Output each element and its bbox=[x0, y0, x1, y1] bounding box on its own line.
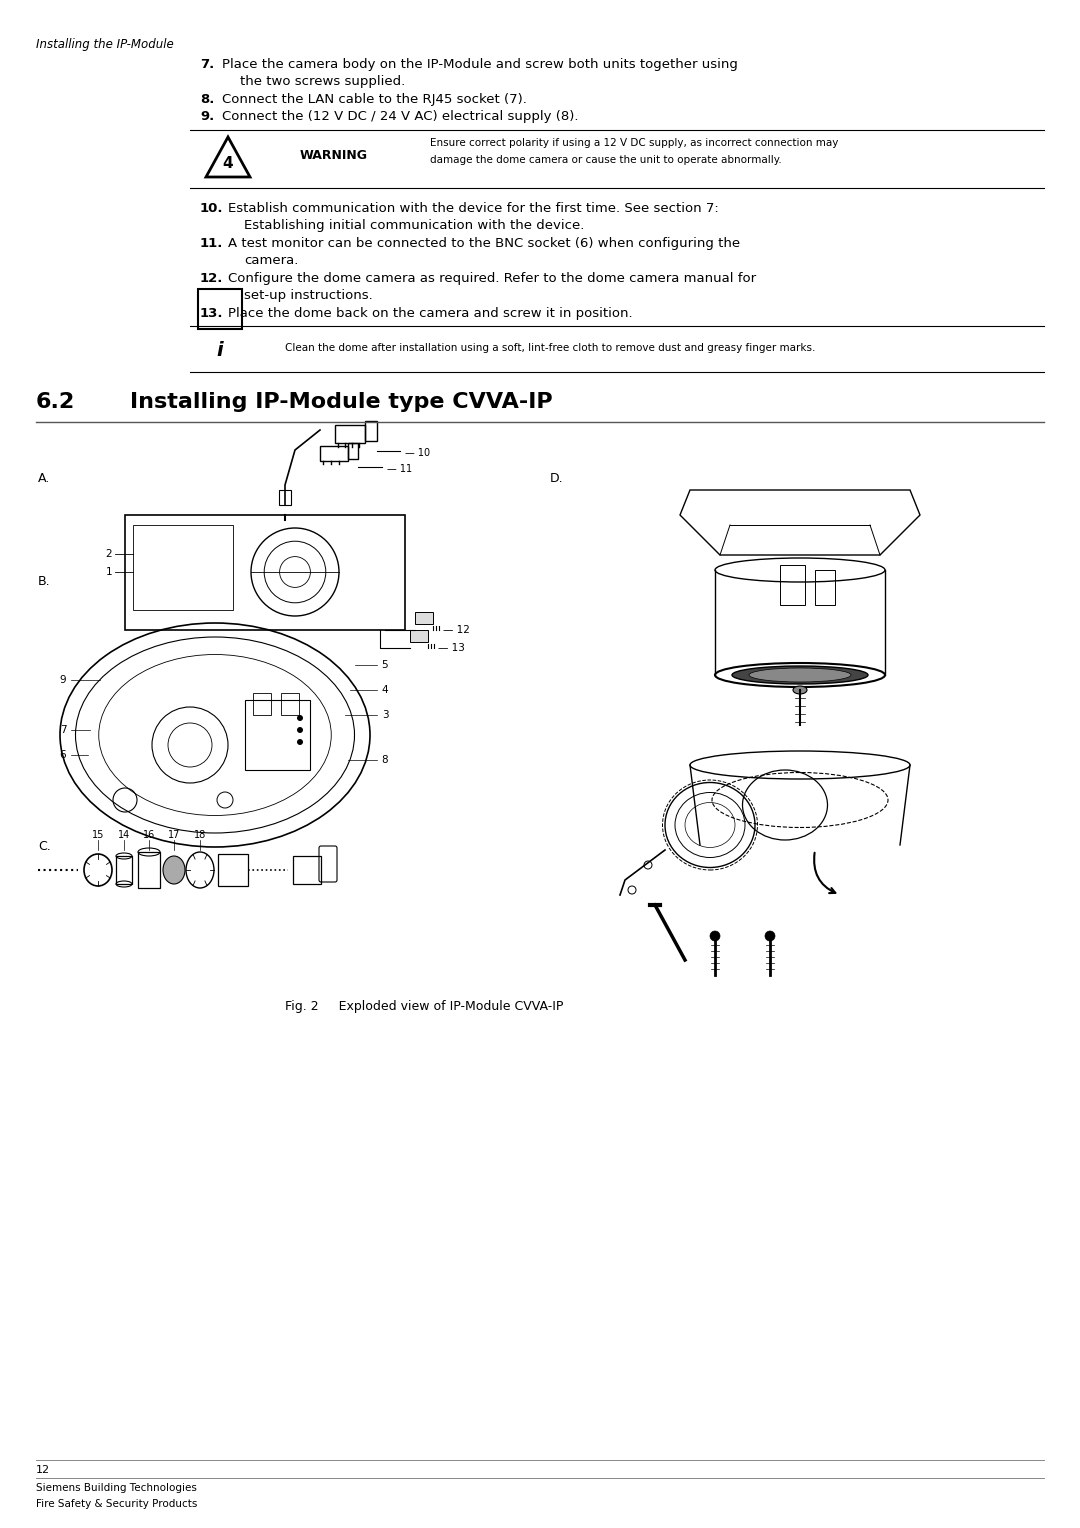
Bar bbox=[320, 446, 348, 461]
Text: Siemens Building Technologies: Siemens Building Technologies bbox=[36, 1484, 197, 1493]
Text: 14: 14 bbox=[118, 830, 130, 840]
Bar bbox=[198, 289, 242, 329]
Text: B.: B. bbox=[38, 575, 51, 588]
Text: 8.: 8. bbox=[200, 93, 214, 105]
Text: A.: A. bbox=[38, 472, 51, 484]
Circle shape bbox=[627, 886, 636, 894]
Circle shape bbox=[765, 931, 775, 941]
Text: the two screws supplied.: the two screws supplied. bbox=[240, 75, 405, 89]
Bar bbox=[348, 443, 357, 458]
Bar bbox=[245, 700, 310, 770]
Text: 5: 5 bbox=[381, 660, 389, 669]
Ellipse shape bbox=[793, 686, 807, 694]
Text: Place the dome back on the camera and screw it in position.: Place the dome back on the camera and sc… bbox=[228, 307, 633, 319]
Text: damage the dome camera or cause the unit to operate abnormally.: damage the dome camera or cause the unit… bbox=[430, 154, 782, 165]
Text: Ensure correct polarity if using a 12 V DC supply, as incorrect connection may: Ensure correct polarity if using a 12 V … bbox=[430, 138, 838, 148]
Text: 1: 1 bbox=[106, 567, 112, 578]
Bar bbox=[279, 490, 291, 504]
Text: 16: 16 bbox=[143, 830, 156, 840]
Text: A test monitor can be connected to the BNC socket (6) when configuring the: A test monitor can be connected to the B… bbox=[228, 237, 740, 251]
Text: Establishing initial communication with the device.: Establishing initial communication with … bbox=[244, 219, 584, 232]
Text: camera.: camera. bbox=[244, 254, 298, 267]
Text: 12.: 12. bbox=[200, 272, 224, 286]
Text: i: i bbox=[217, 341, 224, 361]
Bar bbox=[138, 853, 160, 888]
Text: Fire Safety & Security Products: Fire Safety & Security Products bbox=[36, 1499, 198, 1510]
Circle shape bbox=[297, 740, 303, 746]
Text: 6.2: 6.2 bbox=[36, 393, 76, 413]
Circle shape bbox=[710, 931, 720, 941]
Text: 3: 3 bbox=[381, 711, 389, 720]
Circle shape bbox=[297, 727, 303, 733]
Bar bbox=[281, 694, 299, 715]
Ellipse shape bbox=[750, 668, 851, 681]
Text: Configure the dome camera as required. Refer to the dome camera manual for: Configure the dome camera as required. R… bbox=[228, 272, 756, 286]
Text: 13.: 13. bbox=[200, 307, 224, 319]
Text: Connect the LAN cable to the RJ45 socket (7).: Connect the LAN cable to the RJ45 socket… bbox=[222, 93, 527, 105]
Text: 2: 2 bbox=[106, 549, 112, 559]
Bar bbox=[133, 526, 233, 610]
Text: 15: 15 bbox=[92, 830, 104, 840]
Bar bbox=[218, 854, 248, 886]
Ellipse shape bbox=[163, 856, 185, 885]
Text: — 12: — 12 bbox=[443, 625, 470, 636]
Text: Clean the dome after installation using a soft, lint-free cloth to remove dust a: Clean the dome after installation using … bbox=[285, 342, 815, 353]
Text: 6: 6 bbox=[59, 750, 66, 759]
Text: C.: C. bbox=[38, 840, 51, 853]
Text: — 10: — 10 bbox=[405, 448, 430, 458]
Text: WARNING: WARNING bbox=[300, 150, 368, 162]
Text: set-up instructions.: set-up instructions. bbox=[244, 289, 373, 303]
Circle shape bbox=[297, 715, 303, 721]
Text: — 13: — 13 bbox=[438, 643, 464, 652]
Ellipse shape bbox=[732, 666, 868, 685]
Bar bbox=[815, 570, 835, 605]
Text: Installing IP-Module type CVVA-IP: Installing IP-Module type CVVA-IP bbox=[130, 393, 553, 413]
Text: Fig. 2     Exploded view of IP-Module CVVA-IP: Fig. 2 Exploded view of IP-Module CVVA-I… bbox=[285, 999, 564, 1013]
Text: 18: 18 bbox=[194, 830, 206, 840]
Bar bbox=[410, 630, 428, 642]
Bar bbox=[253, 694, 271, 715]
Bar bbox=[415, 613, 433, 623]
Bar bbox=[335, 425, 365, 443]
Text: Installing the IP-Module: Installing the IP-Module bbox=[36, 38, 174, 50]
Text: 9.: 9. bbox=[200, 110, 214, 122]
Text: Place the camera body on the IP-Module and screw both units together using: Place the camera body on the IP-Module a… bbox=[222, 58, 738, 70]
Text: 7: 7 bbox=[59, 724, 66, 735]
Circle shape bbox=[644, 860, 652, 869]
Text: 17: 17 bbox=[167, 830, 180, 840]
Text: 9: 9 bbox=[59, 675, 66, 685]
Bar bbox=[780, 565, 805, 605]
Text: 11.: 11. bbox=[200, 237, 224, 251]
Text: — 11: — 11 bbox=[387, 465, 413, 474]
Bar bbox=[116, 856, 132, 885]
Text: 4: 4 bbox=[222, 156, 233, 171]
Text: 8: 8 bbox=[381, 755, 389, 766]
Text: 7.: 7. bbox=[200, 58, 214, 70]
Bar bbox=[293, 856, 321, 885]
Text: 10.: 10. bbox=[200, 202, 224, 215]
Text: 4: 4 bbox=[381, 685, 389, 695]
Text: Establish communication with the device for the first time. See section 7:: Establish communication with the device … bbox=[228, 202, 719, 215]
Text: D.: D. bbox=[550, 472, 564, 484]
Text: 12: 12 bbox=[36, 1465, 50, 1475]
Bar bbox=[125, 515, 405, 630]
Bar bbox=[365, 422, 377, 442]
Text: Connect the (12 V DC / 24 V AC) electrical supply (8).: Connect the (12 V DC / 24 V AC) electric… bbox=[222, 110, 579, 122]
